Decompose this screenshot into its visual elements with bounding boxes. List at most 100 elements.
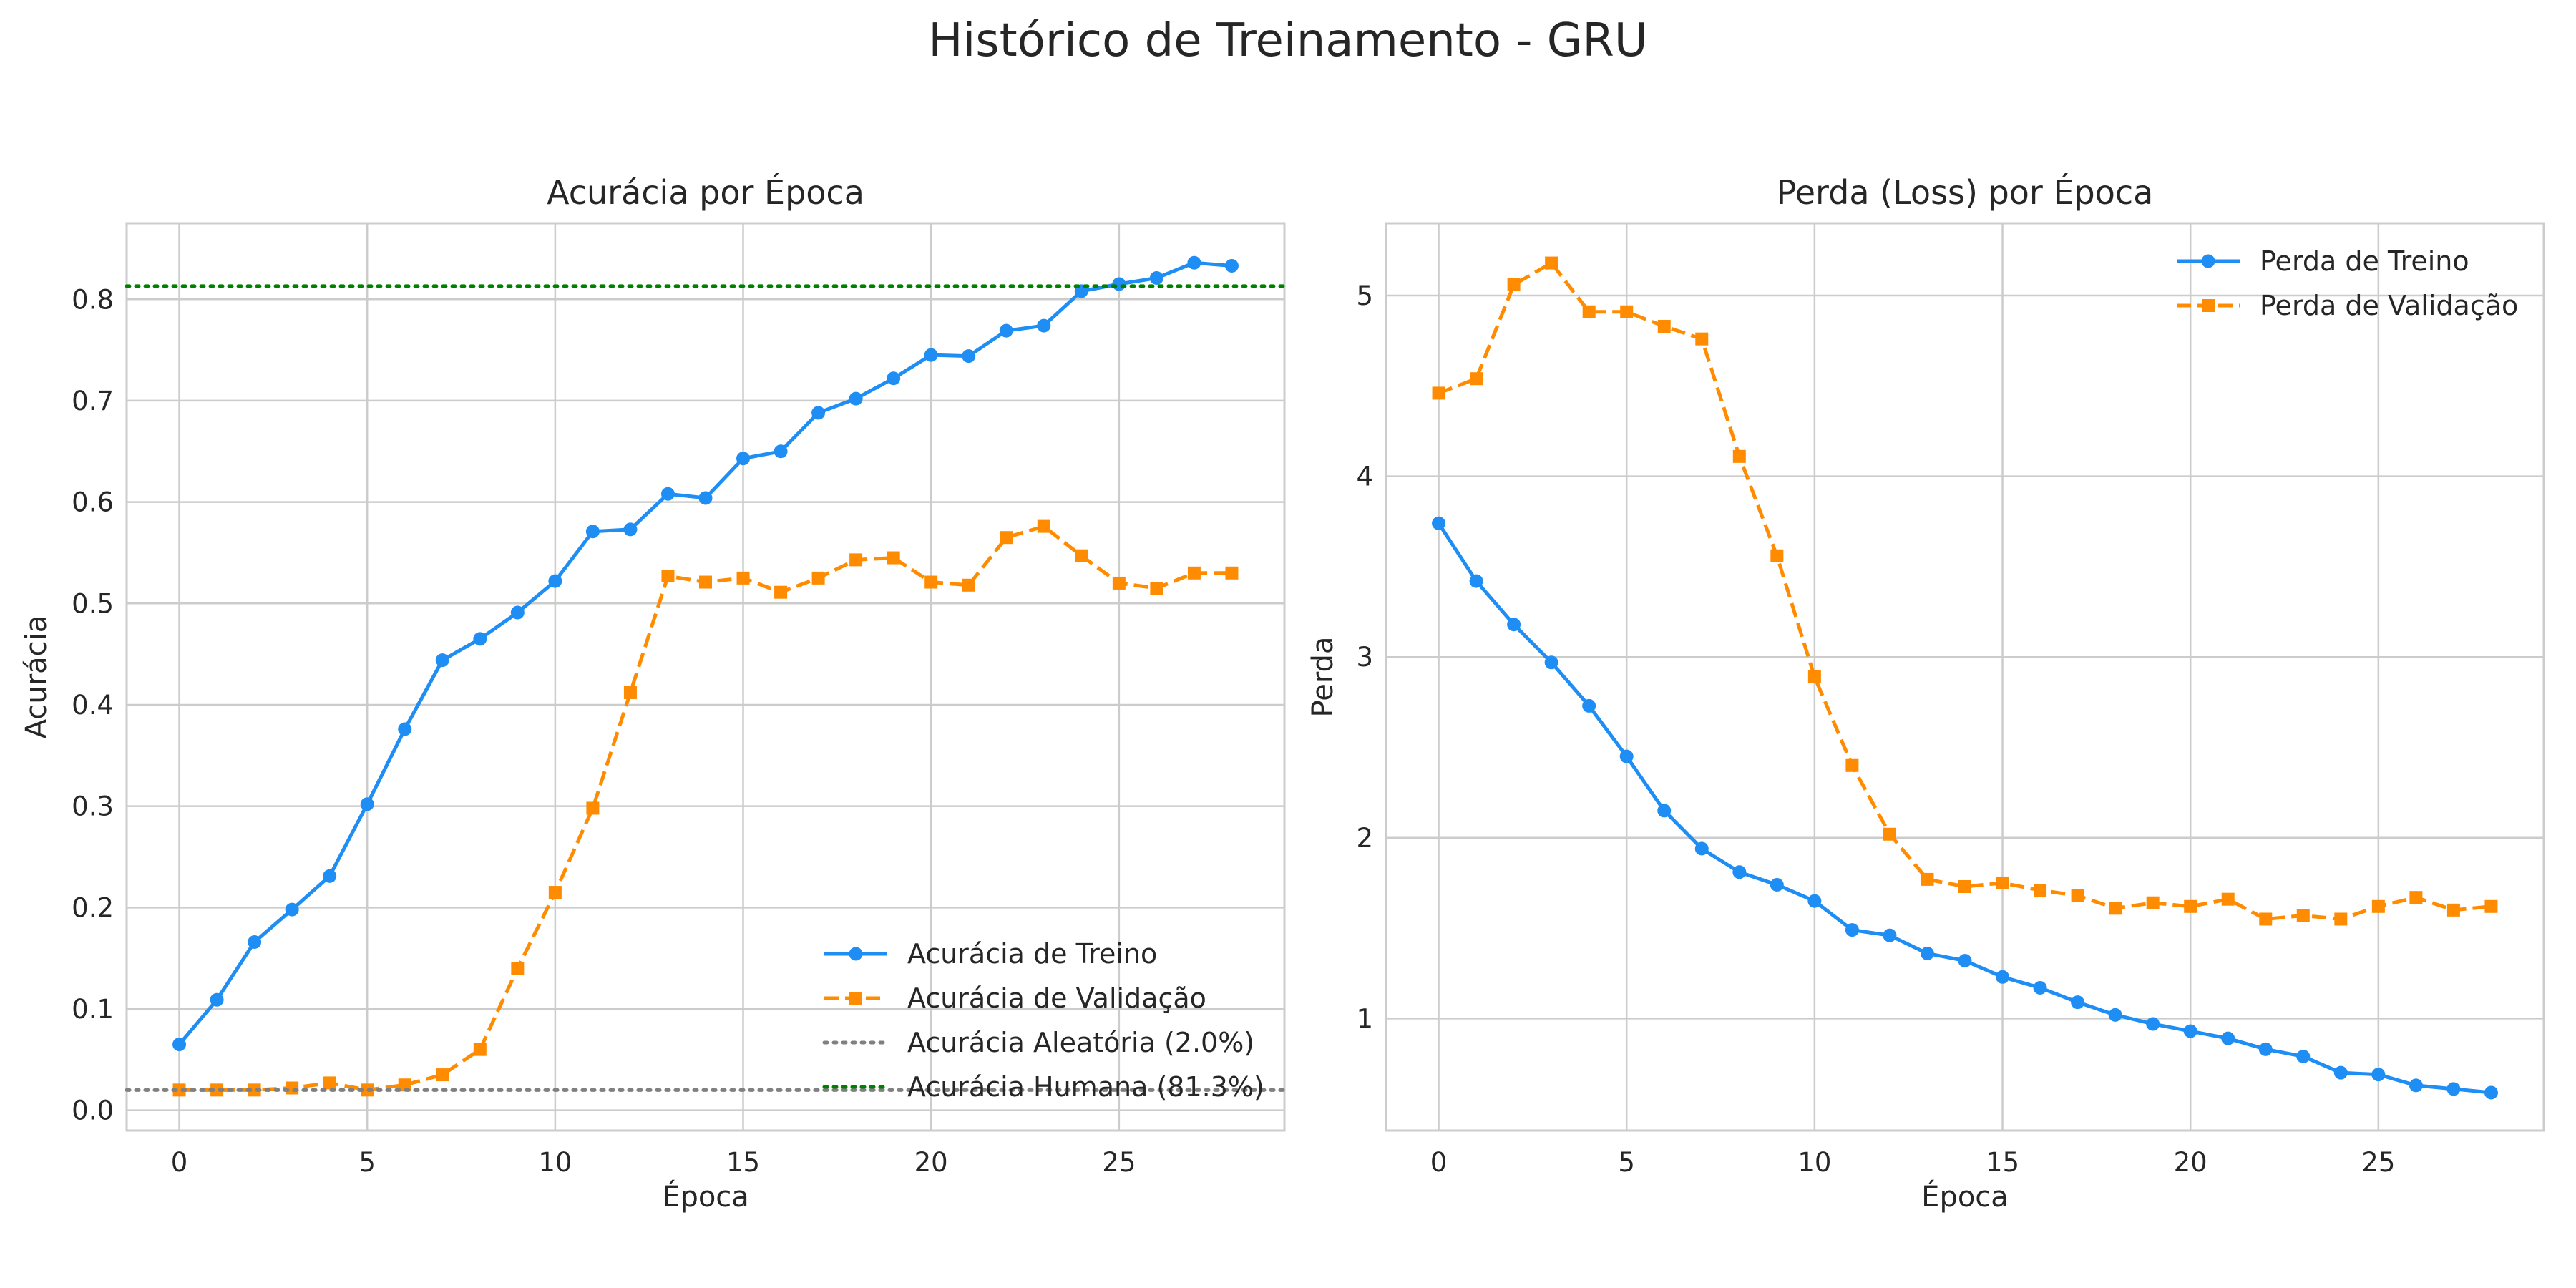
data-point [1544, 655, 1558, 670]
data-point [323, 869, 337, 883]
x-tick-label: 20 [2174, 1147, 2207, 1178]
data-point [210, 1083, 224, 1097]
data-point [2033, 980, 2047, 995]
data-point [548, 574, 562, 588]
data-point [887, 371, 901, 386]
data-point [2258, 1042, 2273, 1056]
data-point [661, 570, 675, 583]
data-point [2334, 912, 2348, 926]
x-tick-label: 10 [538, 1147, 572, 1178]
data-point [2484, 1085, 2498, 1100]
data-point [1657, 319, 1671, 333]
data-point [1582, 698, 1596, 713]
data-point [2296, 1049, 2311, 1063]
data-point [1883, 827, 1896, 841]
data-point [1921, 872, 1934, 886]
y-tick-label: 5 [1356, 280, 1373, 311]
data-point [1545, 256, 1558, 270]
legend-marker [849, 992, 862, 1005]
x-axis-label: Época [662, 1179, 749, 1214]
data-point [849, 391, 863, 406]
data-point [2484, 899, 2498, 913]
x-axis-label: Época [1921, 1179, 2009, 1214]
x-tick-label: 20 [914, 1147, 948, 1178]
data-point [2409, 1078, 2423, 1093]
data-point [1920, 946, 1934, 960]
data-point [1432, 516, 1446, 530]
data-point [887, 551, 900, 565]
data-point [1582, 305, 1596, 318]
data-point [2296, 909, 2310, 922]
data-point [2333, 1065, 2348, 1080]
data-point [286, 1081, 299, 1095]
data-point [811, 406, 826, 420]
data-point [1150, 582, 1163, 595]
data-point [1770, 877, 1784, 892]
data-point [2446, 903, 2460, 917]
data-point [2409, 891, 2423, 904]
x-tick-label: 15 [726, 1147, 760, 1178]
data-point [2146, 896, 2160, 909]
y-tick-label: 3 [1356, 642, 1373, 673]
data-point [999, 323, 1013, 338]
data-point [1187, 566, 1201, 580]
data-point [1187, 255, 1201, 270]
data-point [2259, 912, 2273, 926]
data-point [1224, 259, 1239, 273]
y-tick-label: 0.6 [72, 487, 114, 518]
data-point [962, 578, 975, 592]
data-point [473, 632, 487, 646]
y-tick-label: 0.1 [72, 994, 114, 1025]
data-point [774, 585, 788, 599]
data-point [1732, 865, 1747, 879]
y-tick-label: 0.4 [72, 690, 114, 721]
data-point [1845, 758, 1859, 772]
data-point [2146, 1017, 2160, 1031]
legend-label: Acurácia de Treino [907, 938, 1157, 970]
data-point [1000, 531, 1013, 545]
data-point [2034, 884, 2047, 897]
data-point [1695, 332, 1709, 346]
data-point [2371, 899, 2385, 913]
axes-frame [1385, 222, 2545, 1132]
x-tick-label: 5 [1618, 1147, 1635, 1178]
x-tick-label: 0 [171, 1147, 188, 1178]
series-line [1438, 261, 2492, 921]
data-point [398, 722, 412, 736]
data-point [1883, 928, 1897, 942]
data-point [811, 571, 825, 585]
data-point [1732, 449, 1746, 463]
chart-title: Acurácia por Época [547, 173, 864, 212]
axes-frame [125, 222, 1286, 1132]
legend-label: Acurácia Aleatória (2.0%) [907, 1027, 1254, 1058]
data-point [774, 444, 788, 459]
y-tick-label: 0.0 [72, 1096, 114, 1126]
data-point [548, 886, 562, 899]
y-axis-label: Perda [1307, 637, 1340, 718]
data-point [436, 1068, 449, 1082]
data-point [1112, 576, 1126, 590]
data-point [1845, 923, 1859, 937]
accuracy-chart: 0 5 10 15 20 25 0.0 0.1 0.2 0.3 0.4 0.5 0.6 0.7 0.8 Acu… [20, 173, 1287, 1214]
data-point [360, 797, 374, 811]
grid [127, 223, 1284, 1131]
legend-label: Acurácia de Validação [907, 982, 1206, 1014]
data-point [2371, 1068, 2386, 1082]
data-point [1037, 318, 1051, 333]
data-point [2183, 1024, 2197, 1038]
data-point [1807, 894, 1822, 908]
data-point [1958, 880, 1971, 894]
legend-label: Perda de Validação [2260, 290, 2518, 321]
data-point [248, 935, 262, 949]
data-point [1507, 278, 1521, 291]
data-point [1075, 549, 1088, 562]
data-point [2184, 899, 2197, 913]
data-point [2221, 1031, 2235, 1045]
legend-marker [849, 947, 863, 961]
data-point [1112, 277, 1126, 291]
data-point [2108, 1008, 2122, 1022]
data-point [511, 962, 525, 975]
y-tick-label: 1 [1356, 1003, 1373, 1034]
data-point [1996, 876, 2009, 889]
